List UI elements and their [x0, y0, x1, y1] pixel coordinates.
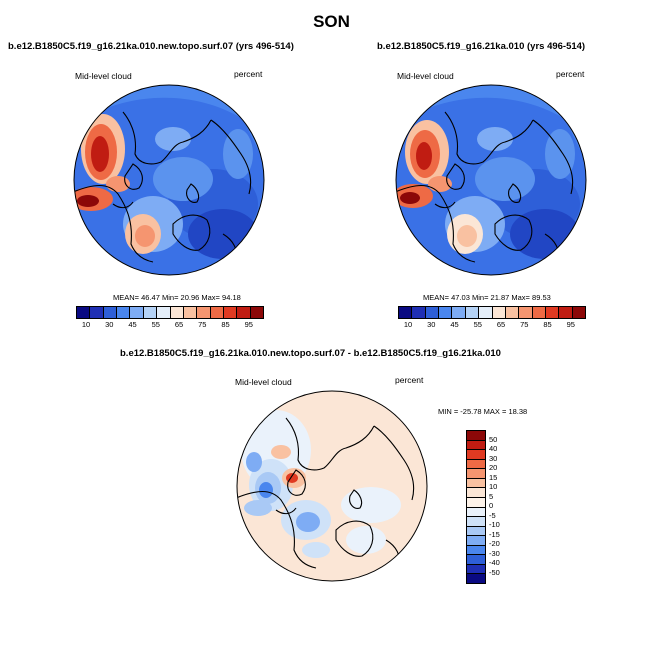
- diff-colorbar-label: -10: [489, 520, 500, 529]
- left-colorbar-cell: [130, 307, 144, 318]
- right-colorbar-label: 55: [473, 320, 482, 329]
- right-colorbar-label: 65: [496, 320, 506, 329]
- right-colorbar-cell: [479, 307, 493, 318]
- diff-colorbar-label: 5: [489, 491, 494, 501]
- right-colorbar-cell: [399, 307, 413, 318]
- diff-colorbar-cell: [467, 469, 485, 479]
- diff-colorbar-label: -50: [489, 567, 500, 577]
- left-colorbar-labels: 10 30 45 55 65 75 85 95: [76, 320, 264, 330]
- right-colorbar-label: 75: [520, 320, 529, 329]
- right-colorbar-label: 45: [450, 320, 459, 329]
- diff-colorbar-label: -30: [489, 548, 500, 558]
- left-colorbar-label: 95: [244, 320, 253, 329]
- diff-units-label: percent: [395, 375, 424, 385]
- right-colorbar-cell: [412, 307, 426, 318]
- season-title: SON: [313, 12, 350, 31]
- left-variable-label: Mid-level cloud: [75, 71, 132, 81]
- right-colorbar-cell: [572, 307, 586, 318]
- diff-colorbar-cell: [467, 507, 485, 518]
- left-colorbar-label: 65: [174, 320, 184, 329]
- diff-case-title: b.e12.B1850C5.f19_g16.21ka.010.new.topo.…: [120, 348, 501, 359]
- diff-colorbar-label: 0: [489, 501, 494, 510]
- right-colorbar-labels: 10 30 45 55 65 75 85 95: [398, 320, 586, 330]
- diff-colorbar-cell: [467, 459, 485, 470]
- diff-colorbar-cell: [467, 526, 485, 537]
- right-stats: MEAN= 47.03 Min= 21.87 Max= 89.53: [423, 293, 551, 302]
- left-polar-map: [73, 84, 265, 276]
- left-colorbar-cell: [157, 307, 171, 318]
- diff-colorbar-cell: [467, 450, 485, 460]
- diff-colorbar-label: 15: [489, 472, 498, 482]
- left-colorbar-label: 10: [81, 320, 91, 329]
- right-colorbar-cell: [519, 307, 533, 318]
- left-colorbar-cell: [103, 307, 118, 318]
- diff-colorbar-cell: [467, 564, 485, 575]
- right-case-title: b.e12.B1850C5.f19_g16.21ka.010 (yrs 496-…: [377, 41, 586, 52]
- diff-colorbar-cell: [467, 431, 485, 441]
- diff-colorbar-cell: [467, 545, 485, 556]
- diff-colorbar-cell: [467, 536, 485, 546]
- diff-colorbar-label: 10: [489, 482, 498, 491]
- diff-colorbar-label: 40: [489, 444, 498, 453]
- left-colorbar-cell: [197, 307, 211, 318]
- right-colorbar-cell: [425, 307, 440, 318]
- diff-colorbar-cell: [467, 555, 485, 565]
- right-colorbar-cell: [439, 307, 453, 318]
- left-colorbar-cell: [237, 307, 251, 318]
- left-colorbar-cell: [250, 307, 264, 318]
- right-colorbar-label: 95: [566, 320, 575, 329]
- left-colorbar-cell: [170, 307, 184, 318]
- diff-variable-label: Mid-level cloud: [235, 377, 292, 387]
- left-colorbar-label: 85: [221, 320, 230, 329]
- right-colorbar-label: 30: [427, 320, 436, 329]
- right-colorbar-cell: [532, 307, 546, 318]
- diff-colorbar-cell: [467, 517, 485, 527]
- right-colorbar-cell: [545, 307, 560, 318]
- left-colorbar-label: 30: [105, 320, 114, 329]
- left-colorbar-cell: [210, 307, 224, 318]
- diff-colorbar-cell: [467, 497, 485, 508]
- right-colorbar-label: 10: [403, 320, 413, 329]
- diff-colorbar-label: -20: [489, 539, 500, 548]
- left-colorbar-label: 55: [151, 320, 160, 329]
- left-colorbar-cell: [143, 307, 158, 318]
- diff-colorbar-label: 50: [489, 434, 498, 444]
- left-colorbar: [76, 306, 264, 319]
- diff-polar-map: [236, 390, 428, 582]
- diff-colorbar-label: -15: [489, 529, 500, 539]
- left-units-label: percent: [234, 69, 263, 79]
- left-colorbar-cell: [90, 307, 104, 318]
- diff-colorbar-label: -40: [489, 558, 500, 567]
- left-colorbar-cell: [77, 307, 91, 318]
- diff-colorbar: [466, 430, 486, 584]
- diff-colorbar-labels: 50 40 30 20 15 10 5 0 -5 -10 -15 -20 -30 -40 -50: [489, 430, 519, 582]
- right-polar-map: [395, 84, 587, 276]
- right-variable-label: Mid-level cloud: [397, 71, 454, 81]
- diff-colorbar-cell: [467, 574, 485, 583]
- right-colorbar-cell: [452, 307, 466, 318]
- right-colorbar-label: 85: [543, 320, 552, 329]
- diff-colorbar-cell: [467, 478, 485, 489]
- left-colorbar-cell: [117, 307, 131, 318]
- diff-colorbar-cell: [467, 488, 485, 498]
- diff-colorbar-label: -5: [489, 510, 496, 520]
- diff-colorbar-label: 20: [489, 463, 498, 472]
- diff-stats: MIN = -25.78 MAX = 18.38: [438, 407, 528, 416]
- diff-colorbar-cell: [467, 440, 485, 451]
- left-colorbar-label: 45: [128, 320, 137, 329]
- left-stats: MEAN= 46.47 Min= 20.96 Max= 94.18: [113, 293, 241, 302]
- right-colorbar-cell: [492, 307, 506, 318]
- left-colorbar-cell: [183, 307, 198, 318]
- right-colorbar-cell: [559, 307, 573, 318]
- right-colorbar: [398, 306, 586, 319]
- left-colorbar-label: 75: [198, 320, 207, 329]
- diff-colorbar-label: 30: [489, 453, 498, 463]
- right-units-label: percent: [556, 69, 585, 79]
- right-colorbar-cell: [465, 307, 480, 318]
- left-colorbar-cell: [223, 307, 238, 318]
- right-colorbar-cell: [505, 307, 520, 318]
- left-case-title: b.e12.B1850C5.f19_g16.21ka.010.new.topo.…: [8, 41, 294, 52]
